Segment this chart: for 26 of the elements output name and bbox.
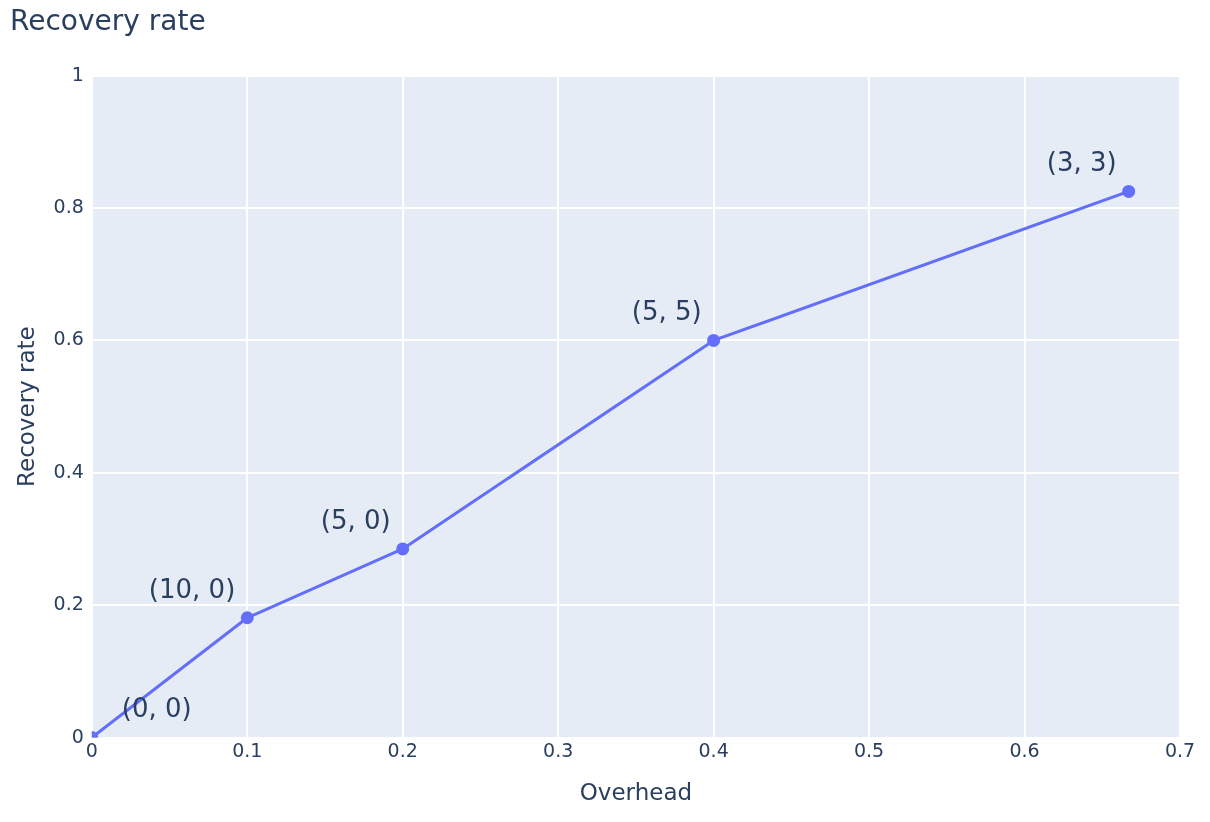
x-tick-label: 0.3 [543, 738, 574, 761]
point [240, 611, 254, 625]
x-tick-label: 0.6 [1009, 738, 1040, 761]
point [1122, 184, 1136, 198]
y-tick-label: 0.6 [53, 327, 84, 350]
annotation: (5, 5) [631, 296, 702, 327]
x-tick-label: 0.7 [1164, 738, 1196, 761]
y-tick-label: 1 [71, 62, 84, 85]
x-tick-label: 0.1 [232, 738, 263, 761]
x-tick-label: 0 [85, 738, 98, 761]
x-tick-label: 0.5 [853, 738, 885, 761]
x-tick-label: 0.2 [387, 738, 418, 761]
chart-title: Recovery rate [10, 4, 206, 38]
point [396, 542, 410, 556]
annotation: (5, 0) [320, 504, 391, 535]
y-tick-label: 0 [71, 724, 84, 747]
annotation: (0, 0) [121, 693, 192, 724]
y-tick-label: 0.8 [53, 194, 84, 217]
y-tick-label: 0.2 [53, 592, 84, 615]
x-tick-label: 0.4 [698, 738, 729, 761]
x-axis-title: Overhead [579, 779, 693, 806]
y-tick-label: 0.4 [53, 459, 84, 482]
point [707, 333, 721, 347]
annotation: (3, 3) [1046, 147, 1117, 178]
y-axis-title: Recovery rate [12, 326, 39, 487]
annotation: (10, 0) [148, 573, 236, 604]
